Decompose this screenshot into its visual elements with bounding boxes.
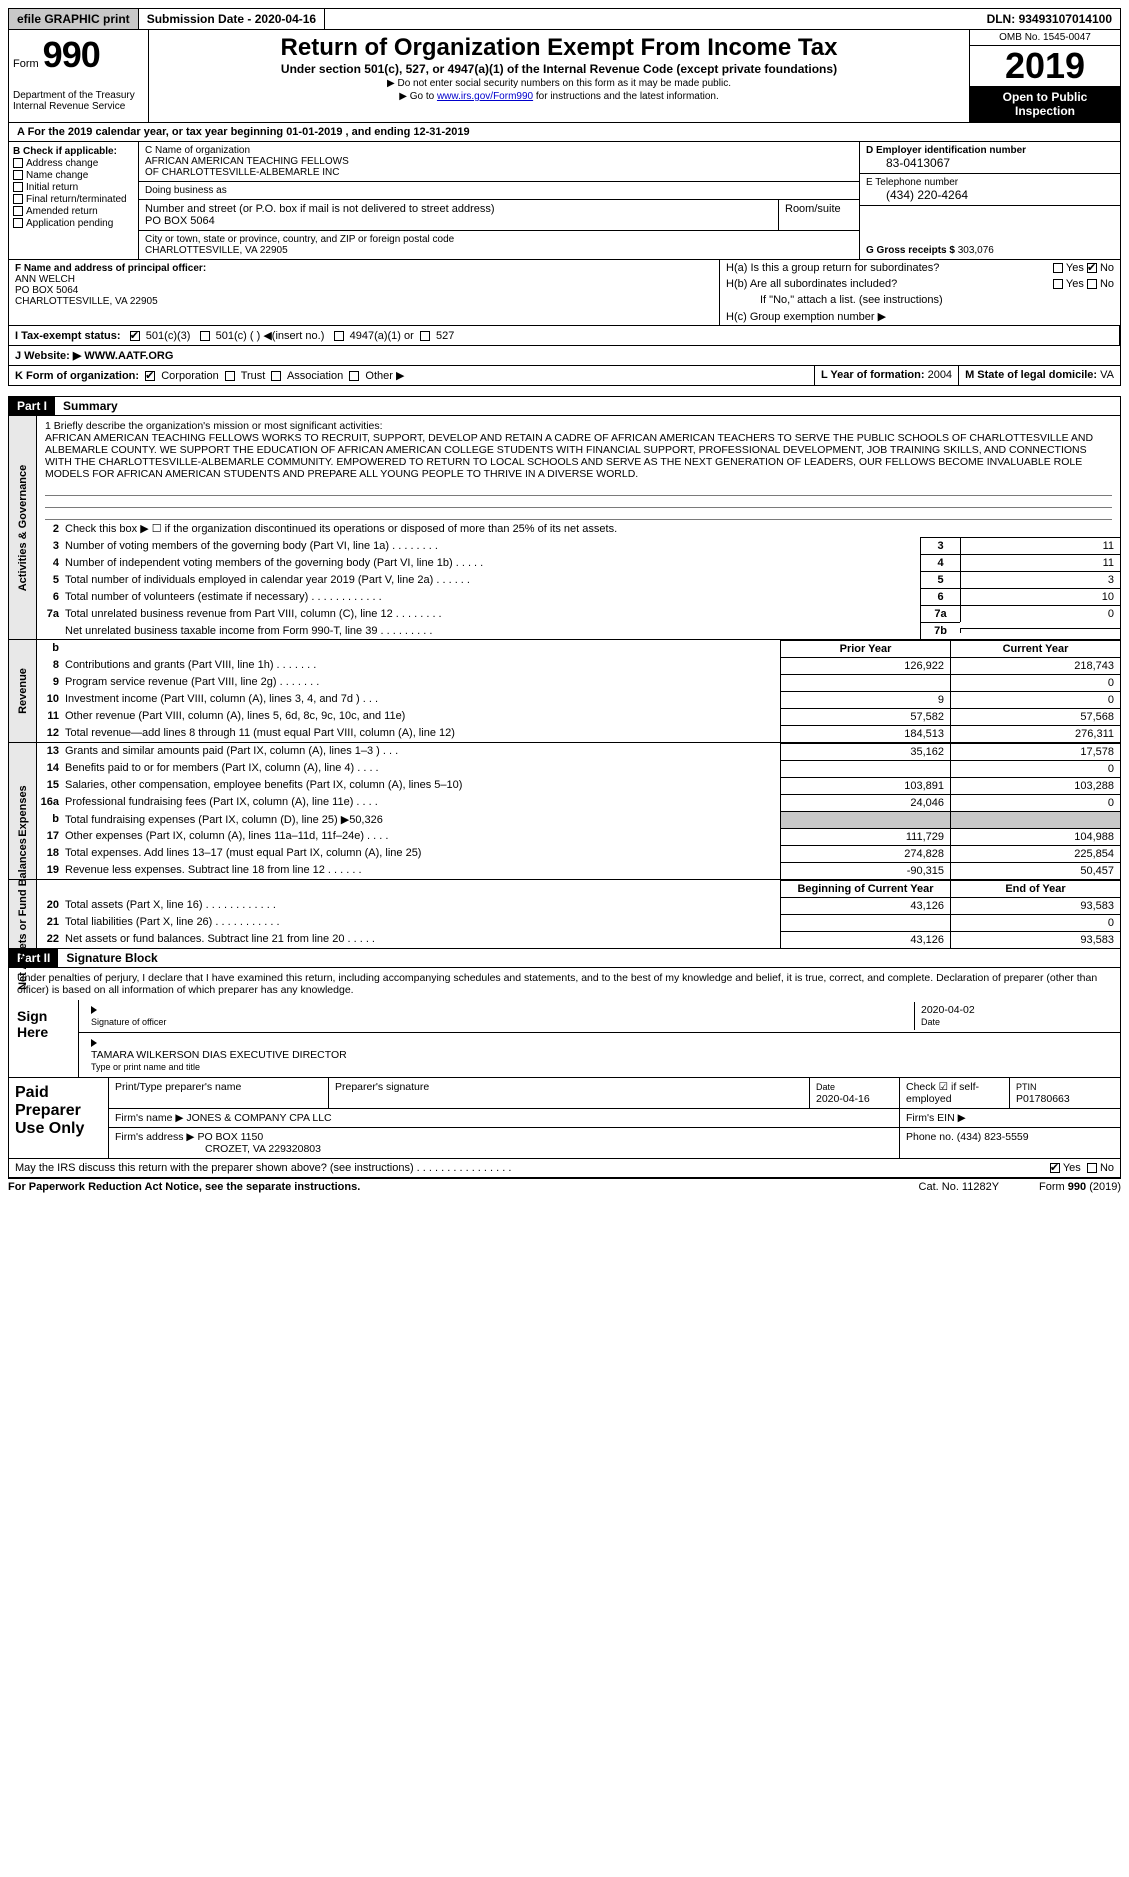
- part-1-title: Summary: [55, 397, 126, 415]
- form-title: Return of Organization Exempt From Incom…: [157, 34, 961, 62]
- row-j-website: J Website: ▶ WWW.AATF.ORG: [8, 346, 1121, 366]
- mission-block: 1 Briefly describe the organization's mi…: [37, 416, 1120, 484]
- paid-preparer-block: Paid Preparer Use Only Print/Type prepar…: [8, 1078, 1121, 1159]
- part-2-title: Signature Block: [58, 949, 165, 967]
- signature-block: Under penalties of perjury, I declare th…: [8, 968, 1121, 1078]
- org-name-2: OF CHARLOTTESVILLE-ALBEMARLE INC: [145, 167, 853, 178]
- submission-date: Submission Date - 2020-04-16: [139, 9, 325, 29]
- irs-link[interactable]: www.irs.gov/Form990: [437, 91, 533, 102]
- col-b-checkboxes: B Check if applicable: Address change Na…: [9, 142, 139, 259]
- principal-officer: F Name and address of principal officer:…: [9, 260, 720, 325]
- chk-name-change[interactable]: Name change: [13, 170, 134, 181]
- side-label-net-assets: Net Assets or Fund Balances: [17, 838, 29, 990]
- sign-here-label: Sign Here: [9, 1000, 79, 1077]
- form-header: Form 990 Department of the Treasury Inte…: [8, 30, 1121, 123]
- department: Department of the Treasury Internal Reve…: [13, 90, 144, 112]
- website-note: ▶ Go to www.irs.gov/Form990 for instruct…: [157, 91, 961, 102]
- chk-application-pending[interactable]: Application pending: [13, 218, 134, 229]
- group-return: H(a) Is this a group return for subordin…: [720, 260, 1120, 325]
- open-inspection: Open to Public Inspection: [970, 86, 1120, 122]
- dln: DLN: 93493107014100: [979, 9, 1120, 29]
- tax-year: 2019: [970, 46, 1120, 86]
- net-assets-section: Net Assets or Fund Balances Beginning of…: [8, 880, 1121, 949]
- city-state-zip: CHARLOTTESVILLE, VA 22905: [145, 245, 853, 256]
- entity-block: B Check if applicable: Address change Na…: [8, 142, 1121, 260]
- page-footer: For Paperwork Reduction Act Notice, see …: [8, 1178, 1121, 1195]
- col-c-name-address: C Name of organization AFRICAN AMERICAN …: [139, 142, 860, 259]
- tax-year-row: A For the 2019 calendar year, or tax yea…: [8, 123, 1121, 142]
- side-label-governance: Activities & Governance: [17, 464, 29, 591]
- form-number: Form 990: [13, 34, 144, 76]
- gross-receipts: 303,076: [958, 245, 994, 256]
- preparer-firm-name: JONES & COMPANY CPA LLC: [186, 1112, 331, 1124]
- omb-number: OMB No. 1545-0047: [970, 30, 1120, 46]
- preparer-phone: (434) 823-5559: [957, 1131, 1029, 1143]
- chk-final-return[interactable]: Final return/terminated: [13, 194, 134, 205]
- org-name-1: AFRICAN AMERICAN TEACHING FELLOWS: [145, 156, 853, 167]
- revenue-section: Revenue bPrior YearCurrent Year 8Contrib…: [8, 640, 1121, 743]
- form-subtitle: Under section 501(c), 527, or 4947(a)(1)…: [157, 62, 961, 76]
- ssn-note: ▶ Do not enter social security numbers o…: [157, 78, 961, 89]
- mission-text: AFRICAN AMERICAN TEACHING FELLOWS WORKS …: [45, 432, 1112, 480]
- expenses-section: Expenses 13Grants and similar amounts pa…: [8, 743, 1121, 880]
- row-k-form-org: K Form of organization: Corporation Trus…: [8, 366, 1121, 386]
- top-bar: efile GRAPHIC print Submission Date - 20…: [8, 8, 1121, 30]
- website-url: WWW.AATF.ORG: [84, 350, 173, 362]
- row-i-tax-status: I Tax-exempt status: 501(c)(3) 501(c) ( …: [8, 326, 1121, 346]
- telephone: (434) 220-4264: [866, 188, 1114, 202]
- street-address: PO BOX 5064: [145, 215, 772, 227]
- efile-print-button[interactable]: efile GRAPHIC print: [9, 9, 139, 29]
- room-suite: Room/suite: [779, 200, 859, 230]
- activities-governance-section: Activities & Governance 1 Briefly descri…: [8, 416, 1121, 640]
- ein: 83-0413067: [866, 156, 1114, 170]
- row-f-h: F Name and address of principal officer:…: [8, 260, 1121, 326]
- side-label-expenses: Expenses: [17, 785, 29, 836]
- part-1-header: Part I: [9, 397, 55, 415]
- chk-amended-return[interactable]: Amended return: [13, 206, 134, 217]
- officer-typed-name: TAMARA WILKERSON DIAS EXECUTIVE DIRECTOR: [91, 1049, 347, 1061]
- paid-preparer-label: Paid Preparer Use Only: [9, 1078, 109, 1158]
- discuss-row: May the IRS discuss this return with the…: [8, 1159, 1121, 1178]
- side-label-revenue: Revenue: [17, 668, 29, 714]
- chk-address-change[interactable]: Address change: [13, 158, 134, 169]
- col-d-identifiers: D Employer identification number 83-0413…: [860, 142, 1120, 259]
- perjury-statement: Under penalties of perjury, I declare th…: [9, 968, 1120, 1000]
- chk-initial-return[interactable]: Initial return: [13, 182, 134, 193]
